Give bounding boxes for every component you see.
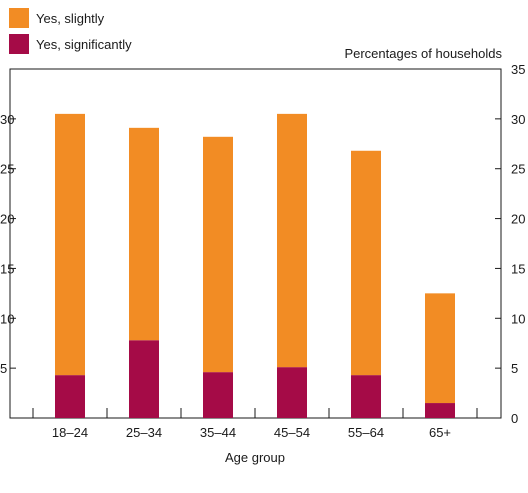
bar-slightly-2 <box>203 136 233 373</box>
legend-swatch-0 <box>9 8 29 28</box>
bar-significantly-2 <box>203 372 233 418</box>
axis-labels: 0 5 10 15 20 25 30 35 5 10 15 20 25 30 18–24 25–34 35–44… <box>0 62 525 440</box>
bar-significantly-3 <box>277 367 307 418</box>
x-axis-title: Age group <box>225 450 285 465</box>
bar-significantly-4 <box>351 375 381 418</box>
axis-ticks <box>10 68 501 419</box>
right-tick-label-7: 35 <box>511 62 525 77</box>
bar-significantly-1 <box>129 340 159 418</box>
bar-slightly-1 <box>129 127 159 341</box>
left-tick-label-2: 15 <box>0 261 14 276</box>
right-tick-label-3: 15 <box>511 261 525 276</box>
bar-slightly-3 <box>277 113 307 368</box>
left-tick-label-5: 30 <box>0 112 14 127</box>
y-axis-title: Percentages of households <box>344 46 502 61</box>
legend-label-0: Yes, slightly <box>36 11 105 26</box>
bar-significantly-0 <box>55 375 85 418</box>
legend-swatch-1 <box>9 34 29 54</box>
x-tick-label-5: 65+ <box>429 425 451 440</box>
x-tick-label-2: 35–44 <box>200 425 236 440</box>
x-tick-label-3: 45–54 <box>274 425 310 440</box>
left-tick-label-1: 10 <box>0 311 14 326</box>
bars <box>55 113 455 418</box>
right-tick-label-4: 20 <box>511 212 525 227</box>
left-tick-label-0: 5 <box>0 361 7 376</box>
right-tick-label-5: 25 <box>511 162 525 177</box>
legend: Yes, slightly Yes, significantly <box>9 8 132 54</box>
x-tick-label-4: 55–64 <box>348 425 384 440</box>
right-tick-label-1: 5 <box>511 361 518 376</box>
left-tick-label-4: 25 <box>0 162 14 177</box>
right-tick-label-6: 30 <box>511 112 525 127</box>
bar-slightly-5 <box>425 293 455 404</box>
left-tick-label-3: 20 <box>0 212 14 227</box>
legend-label-1: Yes, significantly <box>36 37 132 52</box>
x-tick-label-1: 25–34 <box>126 425 162 440</box>
right-tick-label-0: 0 <box>511 411 518 426</box>
right-tick-label-2: 10 <box>511 311 525 326</box>
bar-slightly-0 <box>55 113 85 376</box>
x-tick-label-0: 18–24 <box>52 425 88 440</box>
bar-slightly-4 <box>351 150 381 376</box>
bar-significantly-5 <box>425 403 455 418</box>
